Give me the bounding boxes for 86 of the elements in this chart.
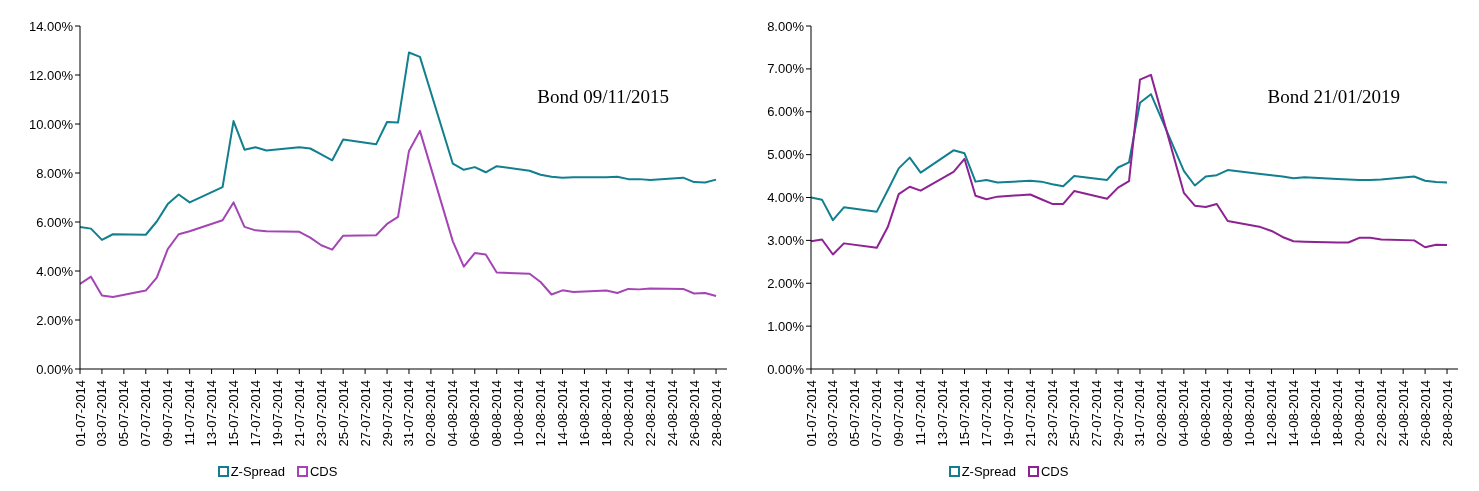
- legend-label: CDS: [1039, 464, 1069, 479]
- x-tick-label: 31-07-2014: [401, 380, 417, 447]
- y-tick-label: 0.00%: [767, 361, 805, 377]
- x-tick-label: 27-07-2014: [1088, 380, 1104, 447]
- x-tick-label: 12-08-2014: [1264, 380, 1280, 447]
- x-tick-label: 08-08-2014: [1220, 380, 1236, 447]
- y-tick-label: 4.00%: [36, 263, 74, 279]
- x-tick-label: 13-07-2014: [204, 380, 220, 447]
- x-tick-label: 09-07-2014: [891, 380, 907, 447]
- x-tick-label: 12-08-2014: [533, 380, 549, 447]
- y-tick-label: 2.00%: [767, 275, 805, 291]
- x-tick-label: 23-07-2014: [1044, 380, 1060, 447]
- y-tick-label: 7.00%: [767, 61, 805, 77]
- x-tick-label: 27-07-2014: [357, 380, 373, 447]
- y-tick-label: 2.00%: [36, 312, 74, 328]
- x-tick-label: 19-07-2014: [1000, 380, 1016, 447]
- x-tick-label: 03-07-2014: [825, 380, 841, 447]
- y-tick-label: 12.00%: [28, 67, 74, 83]
- x-tick-label: 16-08-2014: [1307, 380, 1323, 447]
- x-tick-label: 20-08-2014: [1351, 380, 1367, 447]
- x-tick-label: 01-07-2014: [72, 380, 88, 447]
- x-tick-label: 02-08-2014: [423, 380, 439, 447]
- x-tick-label: 22-08-2014: [1373, 380, 1389, 447]
- x-tick-label: 15-07-2014: [226, 380, 242, 447]
- y-tick-label: 8.00%: [36, 165, 74, 181]
- line-series: [811, 73, 1449, 256]
- y-tick-label: 10.00%: [28, 116, 74, 132]
- x-tick-label: 04-08-2014: [445, 380, 461, 447]
- x-tick-label: 29-07-2014: [379, 380, 395, 447]
- x-tick-label: 13-07-2014: [935, 380, 951, 447]
- x-tick-label: 07-07-2014: [869, 380, 885, 447]
- x-tick-label: 16-08-2014: [576, 380, 592, 447]
- x-tick-label: 06-08-2014: [467, 380, 483, 447]
- x-tick-label: 20-08-2014: [620, 380, 636, 447]
- line-series: [80, 51, 718, 241]
- x-tick-label: 21-07-2014: [1022, 380, 1038, 447]
- x-tick-label: 18-08-2014: [598, 380, 614, 447]
- x-tick-label: 06-08-2014: [1198, 380, 1214, 447]
- legend-label: CDS: [308, 464, 338, 479]
- x-tick-label: 07-07-2014: [138, 380, 154, 447]
- x-tick-label: 14-08-2014: [1286, 380, 1302, 447]
- x-tick-label: 14-08-2014: [555, 380, 571, 447]
- x-tick-label: 10-08-2014: [511, 380, 527, 447]
- x-tick-label: 08-08-2014: [489, 380, 505, 447]
- y-tick-label: 6.00%: [36, 214, 74, 230]
- x-tick-label: 21-07-2014: [291, 380, 307, 447]
- x-tick-label: 05-07-2014: [116, 380, 132, 447]
- legend-label: Z-Spread: [229, 464, 285, 479]
- x-tick-label: 17-07-2014: [247, 380, 263, 447]
- legend-label: Z-Spread: [960, 464, 1016, 479]
- x-tick-label: 19-07-2014: [269, 380, 285, 447]
- y-tick-label: 3.00%: [767, 232, 805, 248]
- x-tick-label: 05-07-2014: [847, 380, 863, 447]
- x-tick-label: 25-07-2014: [335, 380, 351, 447]
- x-tick-label: 02-08-2014: [1154, 380, 1170, 447]
- x-tick-label: 04-08-2014: [1176, 380, 1192, 447]
- y-tick-label: 14.00%: [28, 18, 74, 34]
- x-tick-label: 24-08-2014: [1395, 380, 1411, 447]
- x-tick-label: 17-07-2014: [978, 380, 994, 447]
- y-tick-label: 0.00%: [36, 361, 74, 377]
- annotation: Bond 21/01/2019: [1267, 86, 1400, 108]
- x-tick-label: 09-07-2014: [160, 380, 176, 447]
- x-tick-label: 24-08-2014: [664, 380, 680, 447]
- line-series: [80, 129, 718, 298]
- x-tick-label: 22-08-2014: [642, 380, 658, 447]
- y-tick-label: 4.00%: [767, 190, 805, 206]
- y-tick-label: 1.00%: [767, 318, 805, 334]
- annotation: Bond 09/11/2015: [537, 86, 669, 108]
- x-tick-label: 23-07-2014: [313, 380, 329, 447]
- x-tick-label: 26-08-2014: [1417, 380, 1433, 447]
- x-tick-label: 11-07-2014: [182, 380, 198, 446]
- x-tick-label: 26-08-2014: [686, 380, 702, 447]
- x-tick-label: 25-07-2014: [1066, 380, 1082, 447]
- x-tick-label: 11-07-2014: [913, 380, 929, 446]
- x-tick-label: 29-07-2014: [1110, 380, 1126, 447]
- x-tick-label: 31-07-2014: [1132, 380, 1148, 447]
- x-tick-label: 15-07-2014: [957, 380, 973, 447]
- y-tick-label: 6.00%: [767, 104, 805, 120]
- x-tick-label: 10-08-2014: [1242, 380, 1258, 447]
- x-tick-label: 28-08-2014: [1439, 380, 1455, 447]
- x-tick-label: 18-08-2014: [1329, 380, 1345, 447]
- y-tick-label: 8.00%: [767, 18, 805, 34]
- x-tick-label: 28-08-2014: [708, 380, 724, 447]
- x-tick-label: 01-07-2014: [803, 380, 819, 447]
- y-tick-label: 5.00%: [767, 147, 805, 163]
- x-tick-label: 03-07-2014: [94, 380, 110, 447]
